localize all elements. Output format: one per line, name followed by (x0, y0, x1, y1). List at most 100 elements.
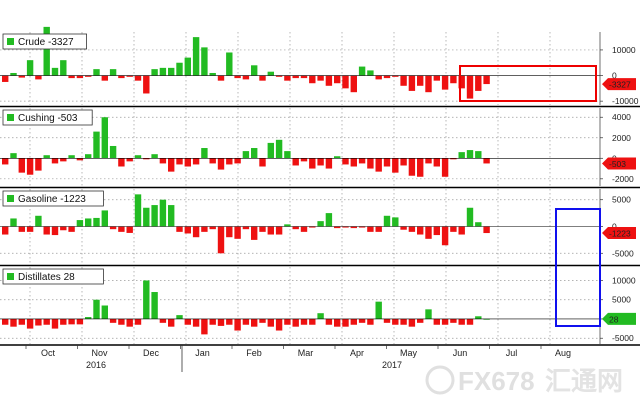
bar (425, 75, 432, 93)
bar (176, 226, 183, 232)
bar (35, 158, 42, 171)
bar (35, 215, 42, 227)
bar (209, 158, 216, 164)
bar (234, 226, 241, 239)
bar (201, 47, 208, 76)
bar (425, 158, 432, 164)
legend-2: Gasoline -1223 (2, 190, 104, 207)
bar (226, 158, 233, 165)
bar (159, 67, 167, 76)
bar (441, 318, 449, 325)
bar (126, 75, 133, 77)
bar (10, 153, 17, 159)
bar (68, 318, 75, 325)
bar (60, 60, 67, 76)
bar (284, 151, 291, 159)
bar (126, 226, 133, 233)
bar (375, 75, 382, 80)
bar (10, 218, 17, 227)
bar (309, 318, 316, 325)
bar (217, 318, 225, 326)
bar (259, 158, 266, 167)
bar (68, 155, 75, 159)
bar (317, 313, 324, 319)
bar (85, 75, 92, 77)
last-value-tag-bg (602, 312, 636, 325)
fx678-watermark-logo: FX678 汇通网 (425, 365, 623, 397)
bar (425, 309, 432, 319)
bar (18, 226, 25, 232)
bar (76, 158, 84, 161)
bar (450, 75, 457, 84)
bar (383, 318, 391, 323)
bar (466, 150, 474, 159)
legend-3: Distillates 28 (2, 268, 104, 285)
bar (417, 226, 424, 235)
bar (76, 75, 84, 79)
chart-panels: 10000 0 -10000 -3327 Crude -3327 4000 2000 0 -20… (0, 26, 639, 344)
bar (425, 226, 432, 239)
bar (342, 158, 349, 165)
bar (226, 318, 233, 325)
bar (284, 75, 291, 81)
y-tick-label: -5000 (612, 248, 634, 258)
legend-label: Crude -3327 (18, 37, 74, 48)
bar (118, 318, 125, 325)
bar (392, 158, 399, 173)
bar (375, 158, 382, 172)
bar (325, 213, 333, 227)
bar (43, 226, 50, 235)
bar (26, 318, 34, 329)
bar (358, 226, 366, 228)
bar (126, 318, 133, 327)
bar (93, 299, 100, 319)
bar (383, 215, 391, 227)
year-label: 2017 (382, 360, 402, 370)
bar (51, 67, 59, 76)
bar (325, 75, 333, 86)
bar (300, 75, 308, 79)
bar (342, 226, 349, 228)
bar (475, 316, 482, 319)
bar (93, 131, 100, 159)
last-value-tag: -503 (602, 157, 636, 170)
last-value-tag-bg (602, 157, 636, 170)
bar (168, 318, 175, 327)
y-tick-label: 4000 (612, 112, 631, 122)
bar (475, 222, 482, 227)
bar (475, 151, 482, 159)
bar (317, 158, 324, 166)
month-label: Feb (246, 348, 262, 358)
last-value-tag-bg (602, 78, 636, 91)
month-label: Jan (195, 348, 210, 358)
bar (350, 75, 357, 93)
bar (192, 158, 200, 165)
blue-highlight-box (555, 208, 601, 327)
bar (383, 75, 391, 79)
bar (309, 226, 316, 228)
bar (325, 318, 333, 325)
bar (475, 75, 482, 91)
bar (358, 158, 366, 164)
bar (251, 65, 258, 76)
bar (51, 158, 59, 164)
legend-swatch (7, 38, 14, 45)
bar (450, 158, 457, 160)
last-value-tag-bg (602, 227, 636, 240)
y-tick-label: -2000 (612, 174, 634, 184)
bar (26, 60, 34, 76)
bar (43, 26, 50, 76)
bar (2, 226, 9, 235)
bar (367, 158, 374, 169)
y-tick-label: 5000 (612, 295, 631, 305)
bar (483, 226, 490, 234)
bar (367, 318, 374, 325)
bar (309, 75, 316, 84)
watermark-cn-text: 汇通网 (545, 367, 623, 397)
bar (408, 226, 416, 232)
bar (26, 226, 34, 232)
bar (68, 75, 75, 79)
month-label: Jul (506, 348, 518, 358)
bar (317, 75, 324, 81)
